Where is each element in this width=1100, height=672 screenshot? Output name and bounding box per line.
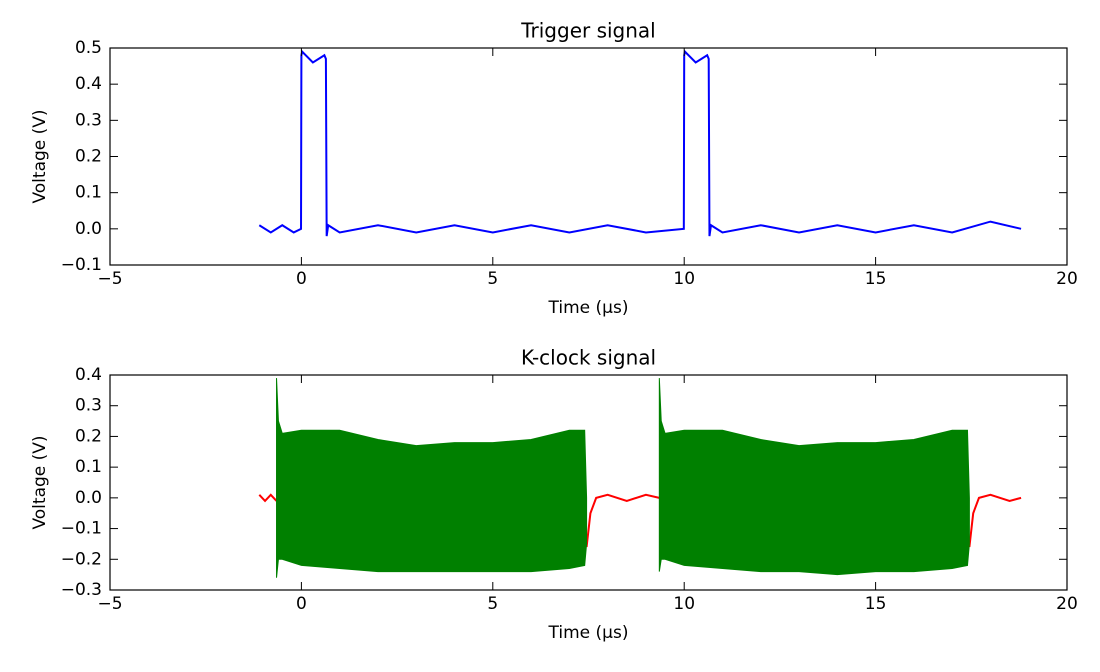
y-tick-label: 0.0 <box>75 488 102 508</box>
x-tick-label: −5 <box>97 594 122 614</box>
y-tick-label: 0.3 <box>75 396 102 416</box>
x-tick-label: 15 <box>865 594 887 614</box>
y-tick-label: 0.4 <box>75 74 102 94</box>
y-tick-label: 0.0 <box>75 219 102 239</box>
x-tick-label: 20 <box>1056 269 1078 289</box>
x-tick-label: 5 <box>487 594 498 614</box>
x-tick-label: 15 <box>865 269 887 289</box>
chart-title: Trigger signal <box>520 19 656 43</box>
y-tick-label: −0.2 <box>61 549 102 569</box>
y-tick-label: 0.4 <box>75 365 102 385</box>
x-tick-label: 5 <box>487 269 498 289</box>
y-tick-label: 0.1 <box>75 457 102 477</box>
x-axis-label: Time (μs) <box>548 623 629 643</box>
x-tick-label: 20 <box>1056 594 1078 614</box>
y-tick-label: 0.2 <box>75 426 102 446</box>
y-tick-label: 0.5 <box>75 38 102 58</box>
x-tick-label: 0 <box>296 269 307 289</box>
y-tick-label: 0.2 <box>75 147 102 167</box>
y-tick-label: −0.1 <box>61 519 102 539</box>
y-axis-label: Voltage (V) <box>30 435 50 529</box>
signal-band <box>658 378 970 576</box>
x-tick-label: 0 <box>296 594 307 614</box>
y-tick-label: 0.1 <box>75 183 102 203</box>
chart-title: K-clock signal <box>521 346 656 370</box>
signal-line <box>258 49 1022 237</box>
axes-frame <box>109 374 1068 591</box>
y-tick-label: −0.3 <box>61 580 102 600</box>
signal-line <box>258 493 1022 548</box>
y-tick-label: 0.3 <box>75 110 102 130</box>
signal-band <box>276 378 588 578</box>
x-axis-label: Time (μs) <box>548 298 629 318</box>
axes-frame <box>109 47 1068 266</box>
x-tick-label: −5 <box>97 269 122 289</box>
x-tick-label: 10 <box>673 594 695 614</box>
x-tick-label: 10 <box>673 269 695 289</box>
y-axis-label: Voltage (V) <box>30 109 50 203</box>
y-tick-label: −0.1 <box>61 255 102 275</box>
